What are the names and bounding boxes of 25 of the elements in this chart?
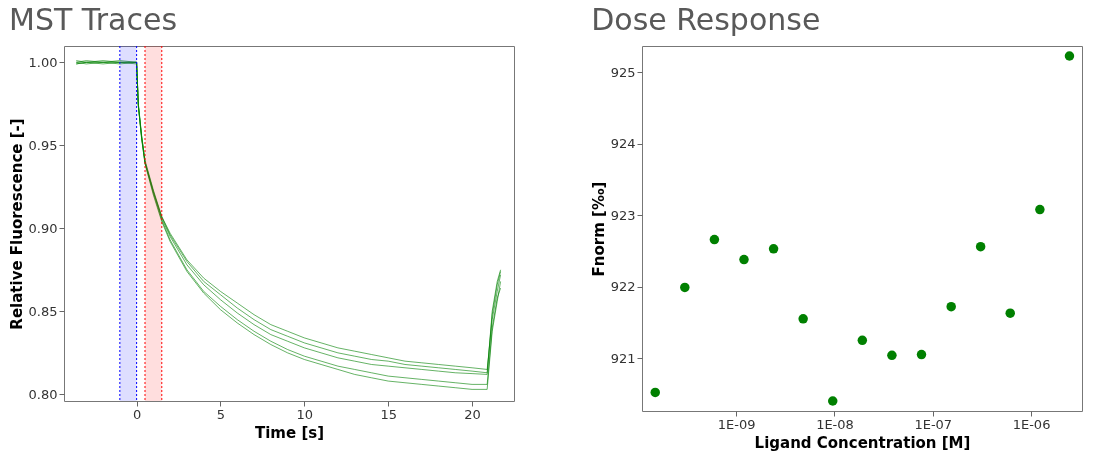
chart-title: Dose Response — [591, 2, 821, 37]
y-tick-label: 925 — [610, 64, 636, 80]
y-axis-title: Relative Fluorescence [-] — [7, 118, 26, 330]
y-tick-label: 0.95 — [28, 137, 58, 153]
y-tick-label: 1.00 — [28, 54, 58, 70]
y-tick-label: 924 — [610, 136, 636, 152]
x-axis-title: Time [s] — [254, 423, 325, 442]
y-axis-title: Fnorm [‰] — [589, 181, 608, 277]
x-tick-label: 1E-07 — [914, 416, 953, 432]
x-tick-label: 15 — [380, 406, 397, 422]
x-tick-label: 5 — [216, 406, 226, 422]
chart-title: MST Traces — [9, 1, 178, 37]
x-tick-label: 20 — [464, 406, 481, 422]
y-tick-label: 0.80 — [28, 386, 58, 402]
y-tick-label: 0.85 — [28, 303, 58, 319]
x-tick-label: 10 — [296, 406, 314, 422]
x-tick-label: 1E-09 — [717, 416, 756, 432]
x-tick-label: 1E-08 — [816, 416, 854, 432]
x-tick-label: 1E-06 — [1012, 416, 1051, 432]
x-tick-label: 0 — [132, 406, 142, 422]
x-axis-title: Ligand Concentration [M] — [754, 433, 971, 452]
y-tick-label: 923 — [610, 207, 636, 223]
y-tick-label: 922 — [610, 279, 636, 295]
y-tick-label: 0.90 — [28, 220, 58, 236]
y-tick-label: 921 — [610, 350, 636, 366]
